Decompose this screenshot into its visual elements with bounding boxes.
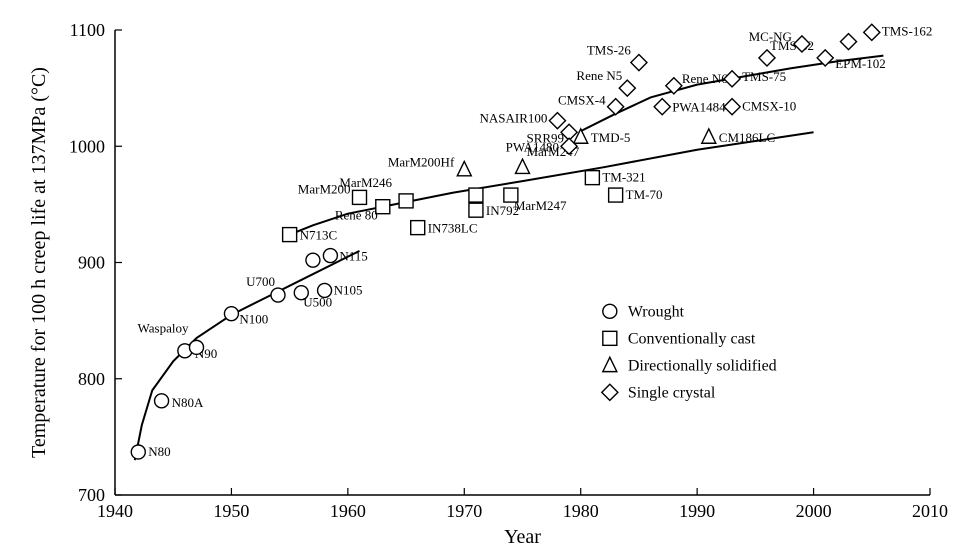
marker-square xyxy=(469,203,483,217)
marker-square xyxy=(283,228,297,242)
marker-diamond xyxy=(864,24,880,40)
y-tick-label: 900 xyxy=(78,253,105,273)
marker-square xyxy=(585,171,599,185)
creep-life-chart: 1940195019601970198019902000201070080090… xyxy=(0,0,980,560)
point-label: TMS-75 xyxy=(742,69,786,84)
legend-marker xyxy=(603,304,617,318)
point-label: CMSX-10 xyxy=(742,99,796,114)
point-label: N713C xyxy=(300,228,338,243)
marker-circle xyxy=(323,249,337,263)
point-label: N100 xyxy=(239,312,268,327)
x-tick-label: 2000 xyxy=(796,501,832,521)
point-label: N115 xyxy=(339,249,367,264)
marker-square xyxy=(353,190,367,204)
marker-circle xyxy=(306,253,320,267)
marker-circle xyxy=(318,283,332,297)
marker-circle xyxy=(155,394,169,408)
y-tick-label: 1100 xyxy=(70,20,105,40)
point-label: TM-70 xyxy=(626,187,663,202)
marker-triangle xyxy=(516,159,530,173)
x-tick-label: 1950 xyxy=(213,501,249,521)
marker-circle xyxy=(271,288,285,302)
marker-circle xyxy=(224,307,238,321)
point-label: IN738LC xyxy=(428,221,478,236)
point-label: Rene 80 xyxy=(335,208,378,223)
point-label: U700 xyxy=(246,274,275,289)
point-label: EPM-102 xyxy=(835,56,886,71)
marker-square xyxy=(609,188,623,202)
marker-diamond xyxy=(654,99,670,115)
point-label: PWA1484 xyxy=(672,100,726,115)
x-tick-label: 1980 xyxy=(563,501,599,521)
point-label: MarM200Hf xyxy=(388,155,455,170)
marker-square xyxy=(411,221,425,235)
x-axis-title: Year xyxy=(504,526,541,548)
legend-marker xyxy=(603,357,617,371)
marker-diamond xyxy=(631,55,647,71)
point-label: Rene N6 xyxy=(682,71,728,86)
marker-triangle xyxy=(457,161,471,175)
point-label: Waspaloy xyxy=(138,320,189,335)
legend-marker xyxy=(603,331,617,345)
marker-square xyxy=(469,188,483,202)
marker-diamond xyxy=(724,99,740,115)
y-tick-label: 1000 xyxy=(69,136,105,156)
legend-label: Directionally solidified xyxy=(628,357,777,374)
marker-circle xyxy=(190,340,204,354)
y-axis-title: Temperature for 100 h creep life at 137M… xyxy=(28,67,50,458)
legend-label: Single crystal xyxy=(628,384,716,401)
marker-diamond xyxy=(608,99,624,115)
x-tick-label: 1970 xyxy=(446,501,482,521)
point-label: TMD-5 xyxy=(591,130,631,145)
marker-triangle xyxy=(702,129,716,143)
point-label: MC-NG xyxy=(749,29,792,44)
point-label: CM186LC xyxy=(719,130,775,145)
point-label: Rene N5 xyxy=(576,68,622,83)
x-tick-label: 2010 xyxy=(912,501,948,521)
x-tick-label: 1990 xyxy=(679,501,715,521)
marker-diamond xyxy=(549,113,565,129)
marker-diamond xyxy=(666,78,682,94)
point-label: TMS-162 xyxy=(882,23,933,38)
point-label: MarM246 xyxy=(339,175,392,190)
point-label: N105 xyxy=(334,282,363,297)
point-label: TM-321 xyxy=(602,170,645,185)
y-tick-label: 700 xyxy=(78,485,105,505)
point-label: CMSX-4 xyxy=(558,93,606,108)
legend-marker xyxy=(602,384,618,400)
marker-circle xyxy=(131,445,145,459)
legend-label: Wrought xyxy=(628,303,685,320)
marker-square xyxy=(376,200,390,214)
point-label: TMS-26 xyxy=(587,43,632,58)
point-label: NASAIR100 xyxy=(480,111,548,126)
point-label: N80 xyxy=(148,444,170,459)
marker-square xyxy=(399,194,413,208)
point-label: MarM247 xyxy=(514,198,567,213)
marker-diamond xyxy=(840,34,856,50)
y-tick-label: 800 xyxy=(78,369,105,389)
x-tick-label: 1960 xyxy=(330,501,366,521)
legend-label: Conventionally cast xyxy=(628,330,756,347)
point-label: PWA1480 xyxy=(506,139,559,154)
point-label: N80A xyxy=(172,395,204,410)
